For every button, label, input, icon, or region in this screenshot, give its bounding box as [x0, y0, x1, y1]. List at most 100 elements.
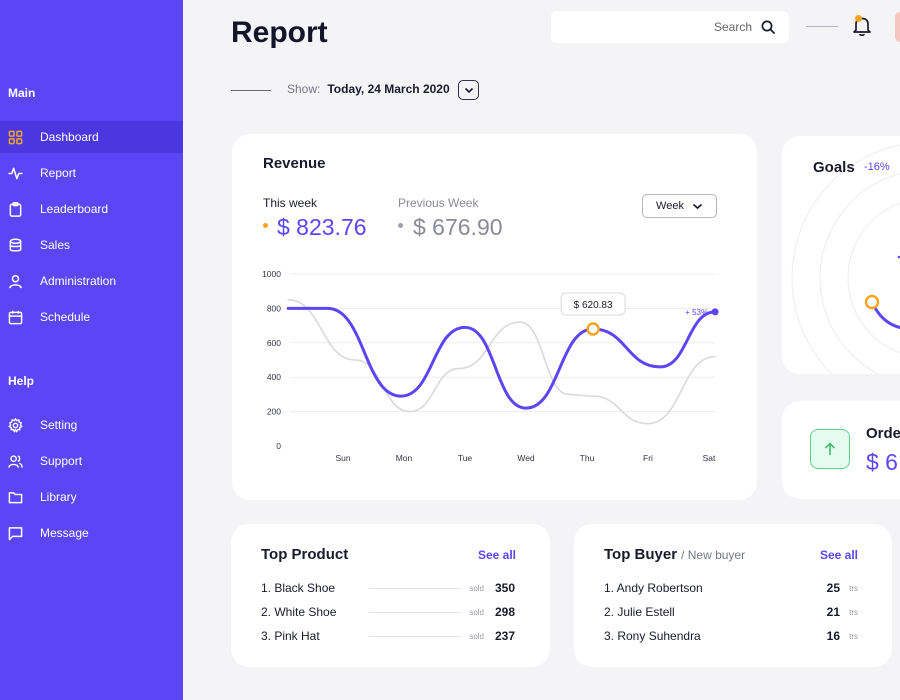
buyer-count: 25	[826, 581, 840, 595]
folder-icon	[8, 491, 23, 503]
sidebar-item-label: Support	[40, 454, 83, 468]
buyer-name: 2. Julie Estell	[604, 605, 675, 619]
row-divider	[369, 635, 461, 637]
goals-rings	[791, 144, 900, 374]
tooltip-value: $ 620.83	[574, 300, 613, 311]
product-sold-count: 350	[494, 581, 515, 595]
product-name: 3. Pink Hat	[261, 629, 320, 643]
sidebar-item-label: Library	[40, 490, 77, 504]
x-tick-label: Fri	[643, 453, 653, 463]
sidebar-item-label: Schedule	[40, 310, 91, 324]
top-buyer-card: Top Buyer / New buyer See all 1. Andy Rob…	[574, 524, 892, 667]
previous-week-label: Previous Week	[398, 196, 479, 210]
sidebar-item-dashboard[interactable]: Dashboard	[0, 121, 183, 153]
show-divider	[231, 90, 271, 91]
dashboard-icon	[8, 130, 23, 144]
clipboard-icon	[9, 201, 22, 217]
sidebar-item-setting[interactable]: Setting	[0, 409, 183, 441]
sidebar-item-message[interactable]: Message	[0, 517, 183, 549]
orders-title: Orde	[866, 425, 900, 442]
tooltip-point	[586, 322, 600, 336]
x-tick-label: Tue	[458, 453, 473, 463]
list-item: 1. Andy Robertson 25 trs	[604, 581, 858, 595]
search-icon	[761, 20, 775, 34]
sidebar-item-support[interactable]: Support	[0, 445, 183, 477]
y-tick-label: 1000	[262, 269, 281, 279]
search-input[interactable]: Search	[551, 11, 789, 43]
user-icon	[9, 274, 22, 288]
period-select[interactable]: Week	[642, 194, 717, 218]
this-week-dot	[263, 223, 268, 228]
period-select-value: Week	[656, 200, 684, 212]
top-product-see-all-link[interactable]: See all	[477, 548, 516, 562]
series-line-this-week	[286, 306, 717, 410]
y-tick-label: 400	[267, 372, 281, 382]
orders-card: Orde $ 6	[782, 401, 900, 499]
revenue-title: Revenue	[263, 155, 326, 172]
sidebar: Main Dashboard Report Leaderboard Sales …	[0, 0, 183, 700]
y-tick-label: 600	[267, 338, 281, 348]
buyer-count: 16	[826, 629, 840, 643]
gear-icon	[8, 417, 23, 433]
x-tick-label: Sun	[335, 453, 350, 463]
sidebar-item-label: Message	[40, 526, 89, 540]
series-line-previous-week	[287, 299, 716, 425]
x-tick-label: Thu	[580, 453, 595, 463]
sidebar-item-label: Administration	[40, 274, 117, 288]
list-item: 3. Pink Hat sold 237	[261, 629, 515, 643]
show-date: Today, 24 March 2020	[327, 82, 450, 96]
calendar-icon	[8, 310, 23, 324]
header-divider	[806, 26, 838, 27]
y-tick-label: 800	[267, 303, 281, 313]
change-label: + 53%	[685, 308, 708, 317]
row-divider	[369, 587, 461, 589]
y-tick-label: 200	[267, 407, 281, 417]
previous-week-dot	[398, 223, 403, 228]
revenue-card: Revenue This week $ 823.76 Previous Week…	[232, 134, 757, 500]
notification-badge	[855, 15, 862, 22]
search-placeholder: Search	[713, 20, 752, 34]
buyer-count: 21	[826, 605, 840, 619]
top-product-title: Top Product	[261, 546, 349, 563]
buyer-name: 3. Rony Suhendra	[604, 629, 701, 643]
top-buyer-title: Top Buyer / New buyer	[604, 546, 745, 563]
sidebar-item-report[interactable]: Report	[0, 157, 183, 189]
chevron-down-icon	[692, 203, 702, 209]
sidebar-item-schedule[interactable]: Schedule	[0, 301, 183, 333]
previous-week-value: $ 676.90	[413, 214, 503, 240]
show-label: Show:	[287, 82, 321, 96]
list-item: 2. Julie Estell 21 trs	[604, 605, 858, 619]
this-week-value: $ 823.76	[277, 214, 367, 240]
sidebar-item-library[interactable]: Library	[0, 481, 183, 513]
series-end-point	[711, 308, 719, 316]
sidebar-item-label: Leaderboard	[40, 202, 109, 216]
product-unit: sold	[469, 607, 484, 617]
sidebar-item-administration[interactable]: Administration	[0, 265, 183, 297]
x-tick-label: Mon	[396, 453, 413, 463]
row-divider	[369, 611, 461, 613]
x-tick-label: Sat	[703, 453, 716, 463]
date-dropdown-button[interactable]	[458, 80, 479, 100]
chevron-down-icon	[464, 87, 473, 93]
avatar[interactable]	[895, 12, 900, 42]
sidebar-section-help: Help	[8, 374, 35, 388]
this-week-label: This week	[263, 196, 318, 210]
list-item: 1. Black Shoe sold 350	[261, 581, 515, 595]
list-item: 2. White Shoe sold 298	[261, 605, 515, 619]
list-item: 3. Rony Suhendra 16 trs	[604, 629, 858, 643]
orders-value: $ 6	[866, 449, 898, 475]
top-buyer-see-all-link[interactable]: See all	[819, 548, 858, 562]
pulse-icon	[8, 167, 23, 179]
top-buyer-title-text: Top Buyer	[604, 546, 678, 563]
sidebar-item-sales[interactable]: Sales	[0, 229, 183, 261]
buyer-unit: trs	[849, 607, 858, 617]
tooltip-box	[560, 292, 626, 316]
goals-change: -16%	[864, 161, 890, 173]
product-name: 1. Black Shoe	[261, 581, 336, 595]
sidebar-item-label: Setting	[40, 418, 78, 432]
sidebar-item-leaderboard[interactable]: Leaderboard	[0, 193, 183, 225]
users-icon	[8, 454, 23, 468]
goals-card: Goals -16%	[782, 136, 900, 374]
sidebar-section-main: Main	[8, 86, 36, 100]
message-icon	[8, 526, 23, 540]
